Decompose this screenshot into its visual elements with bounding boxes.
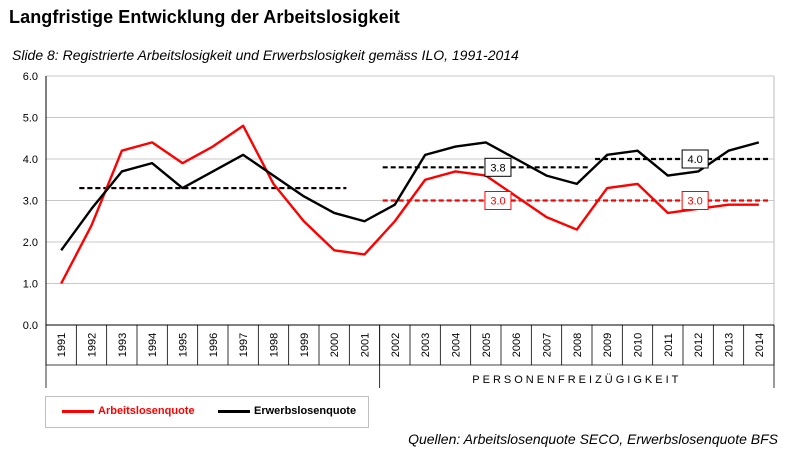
series-line-erwerbslosenquote (60, 141, 760, 252)
x-tick-label: 2001 (360, 333, 372, 357)
y-tick-label: 4.0 (23, 154, 38, 166)
x-tick-label: 2010 (633, 333, 645, 357)
x-tick-label: 1998 (269, 333, 281, 357)
x-tick-label: 2012 (693, 333, 705, 357)
x-tick-label: 1993 (117, 333, 129, 357)
x-tick-label: 2008 (572, 333, 584, 357)
x-tick-label: 2009 (602, 333, 614, 357)
average-label-box-3 (484, 157, 512, 177)
x-tick-label: 1999 (299, 333, 311, 357)
source-note: Quellen: Arbeitslosenquote SECO, Erwerbs… (408, 431, 778, 447)
x-tick-label: 1996 (208, 333, 220, 357)
x-tick-label: 1991 (56, 333, 68, 357)
legend-label-erwerbslosenquote: Erwerbslosenquote (254, 405, 357, 417)
x-tick-label: 1997 (238, 333, 250, 357)
legend-item-arbeitslosenquote: Arbeitslosenquote (62, 405, 195, 417)
legend-item-erwerbslosenquote: Erwerbslosenquote (218, 405, 356, 417)
x-tick-label: 2002 (390, 333, 402, 357)
series-line-arbeitslosenquote (60, 124, 759, 285)
x-tick-label: 1992 (87, 333, 99, 357)
chart-legend: Arbeitslosenquote Erwerbslosenquote (45, 396, 369, 428)
x-tick-label: 2006 (511, 333, 523, 357)
legend-swatch-red (62, 409, 94, 413)
legend-label-arbeitslosenquote: Arbeitslosenquote (98, 405, 195, 417)
chart-subtitle: Slide 8: Registrierte Arbeitslosigkeit u… (12, 47, 519, 63)
y-tick-label: 3.0 (23, 196, 38, 208)
y-tick-label: 2.0 (23, 237, 38, 249)
average-label-box-5 (681, 149, 709, 169)
y-tick-label: 1.0 (23, 279, 38, 291)
x-tick-label: 2013 (724, 333, 736, 357)
x-tick-label: 2011 (663, 333, 675, 357)
y-tick-label: 6.0 (23, 71, 38, 83)
x-tick-label: 2004 (451, 333, 463, 357)
x-tick-label: 2014 (754, 333, 766, 357)
legend-swatch-black (218, 409, 250, 413)
average-label-5: 4.0 (687, 154, 702, 166)
average-label-box-4 (681, 191, 709, 210)
x-tick-label: 2005 (481, 333, 493, 357)
x-tick-label: 1994 (147, 333, 159, 357)
y-tick-label: 0.0 (23, 320, 38, 332)
average-label-box-2 (484, 191, 512, 210)
average-label-4: 3.0 (687, 196, 702, 208)
x-tick-label: 1995 (178, 333, 190, 357)
period-label: PERSONENFREIZÜGIGKEIT (472, 374, 681, 386)
y-tick-label: 5.0 (23, 113, 38, 125)
x-tick-label: 2007 (542, 333, 554, 357)
x-tick-label: 2000 (329, 333, 341, 357)
page-title: Langfristige Entwicklung der Arbeitslosi… (9, 7, 400, 27)
average-label-2: 3.0 (490, 196, 505, 208)
x-tick-label: 2003 (420, 333, 432, 357)
average-label-3: 3.8 (490, 162, 505, 174)
